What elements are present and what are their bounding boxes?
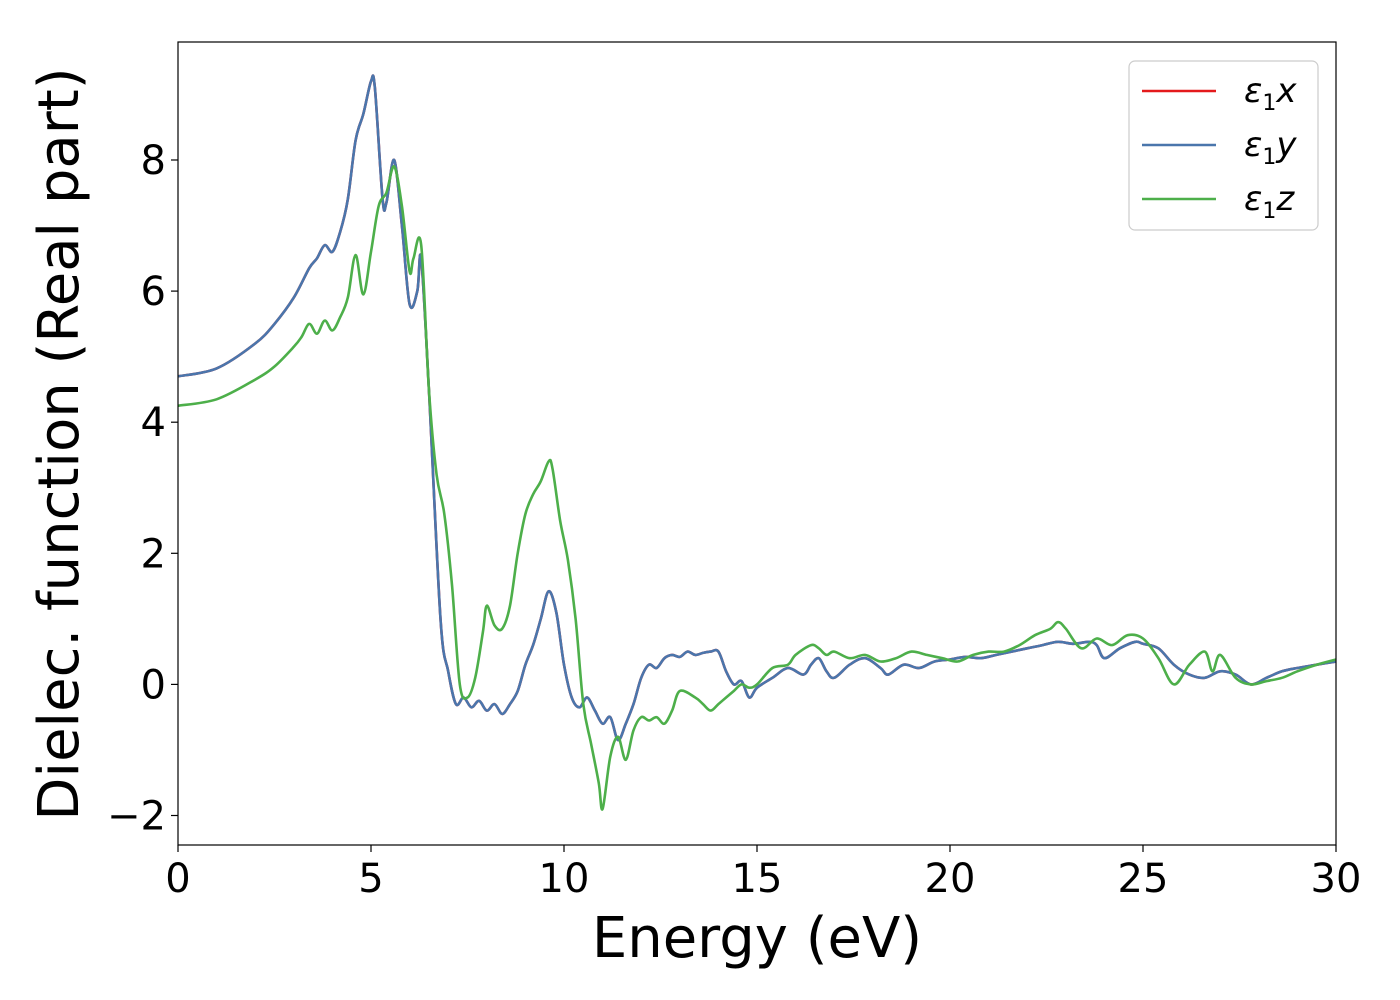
legend-label-x: ε1x xyxy=(1244,71,1297,116)
legend-frame xyxy=(1128,60,1319,231)
legend-variable: x xyxy=(1275,71,1297,111)
legend-symbol: ε xyxy=(1244,179,1262,219)
y-tick-label: −2 xyxy=(107,794,166,840)
y-tick-label: 6 xyxy=(141,269,166,315)
legend-label-y: ε1y xyxy=(1244,125,1297,170)
legend-symbol: ε xyxy=(1244,125,1262,165)
y-axis-label: Dielec. function (Real part) xyxy=(27,67,92,820)
legend-variable: z xyxy=(1275,179,1295,219)
x-tick-label: 25 xyxy=(1118,856,1169,902)
x-tick-label: 5 xyxy=(358,856,383,902)
x-tick-label: 0 xyxy=(165,856,190,902)
y-tick-label: 2 xyxy=(141,531,166,577)
legend-symbol: ε xyxy=(1244,71,1262,111)
x-tick-label: 20 xyxy=(925,856,976,902)
x-axis-label: Energy (eV) xyxy=(592,906,922,971)
y-tick-label: 0 xyxy=(141,662,166,708)
y-tick-label: 4 xyxy=(141,400,166,446)
y-tick-label: 8 xyxy=(141,138,166,184)
legend-label-z: ε1z xyxy=(1244,179,1295,224)
series-line-z xyxy=(178,165,1336,811)
y-axis-ticks: −2 0 2 4 6 8 xyxy=(107,138,178,840)
legend-subscript: 1 xyxy=(1262,199,1276,224)
legend-subscript: 1 xyxy=(1262,91,1276,116)
legend-variable: y xyxy=(1275,125,1297,165)
series-layer xyxy=(178,74,1336,811)
x-tick-label: 10 xyxy=(539,856,590,902)
x-tick-label: 15 xyxy=(732,856,783,902)
x-tick-label: 30 xyxy=(1311,856,1362,902)
x-axis-ticks: 0 5 10 15 20 25 30 xyxy=(165,845,1361,902)
legend-subscript: 1 xyxy=(1262,145,1276,170)
